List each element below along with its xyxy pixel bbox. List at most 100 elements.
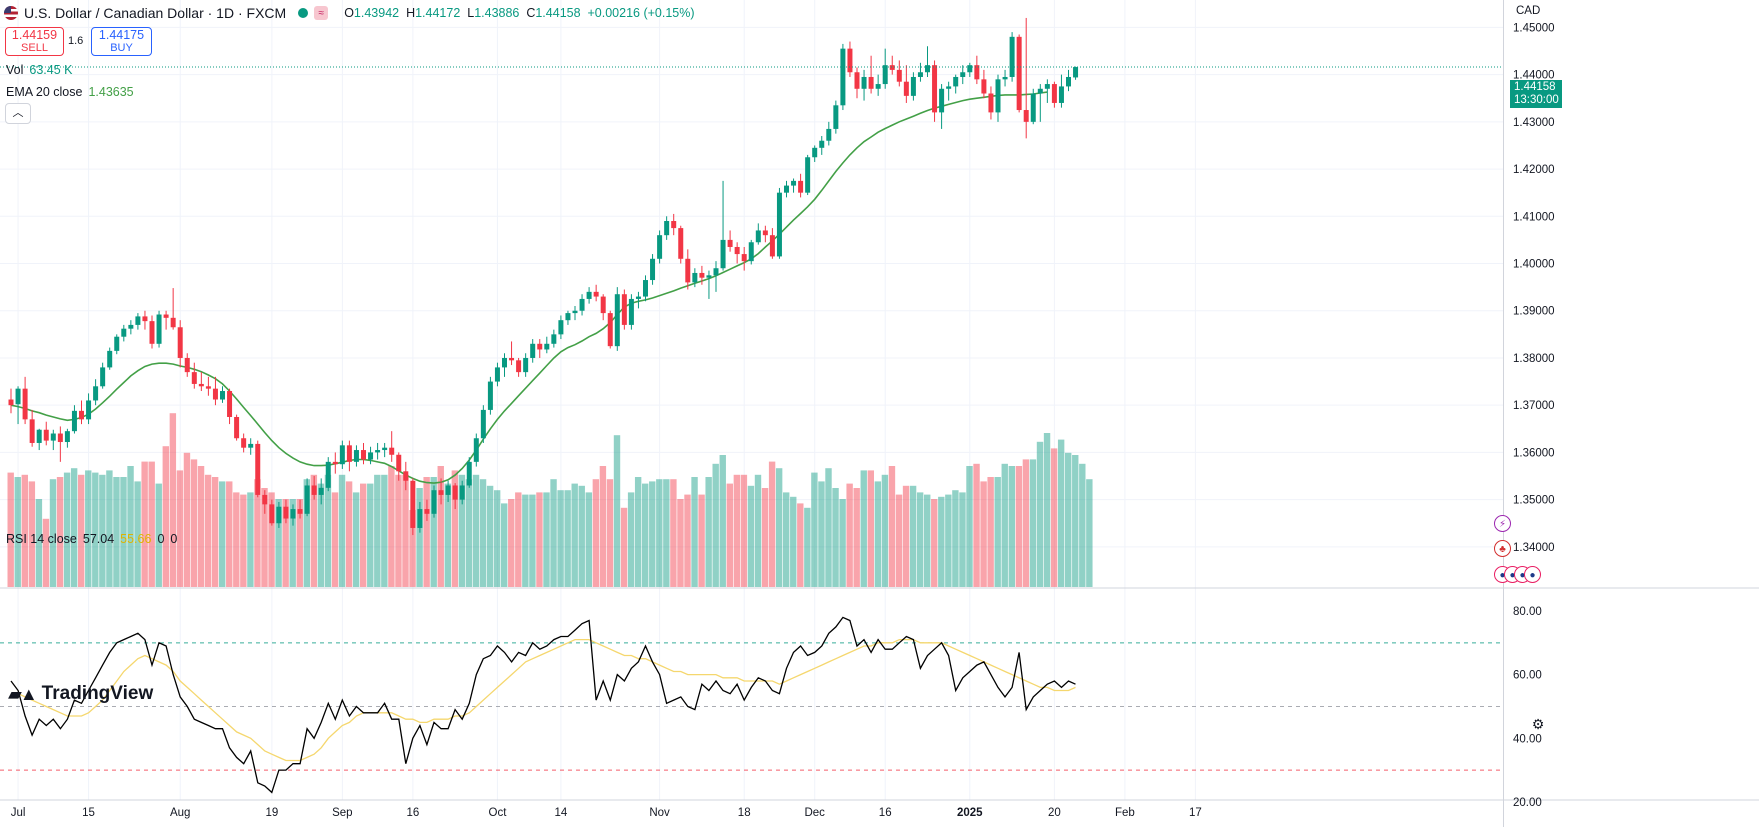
currency-selector[interactable]: CAD xyxy=(1516,5,1541,17)
volume-bar xyxy=(733,474,741,587)
tradingview-logo[interactable]: ▰▲ TradingView xyxy=(8,683,153,705)
volume-legend[interactable]: Vol 63.45 K xyxy=(6,63,72,77)
volume-bar xyxy=(120,477,127,587)
candle xyxy=(586,287,592,304)
volume-bar xyxy=(430,477,437,587)
candle-body xyxy=(847,48,853,73)
lightning-event-icon[interactable]: ⚡ xyxy=(1494,515,1511,532)
candle-body xyxy=(558,320,564,335)
candle-body xyxy=(438,490,444,495)
candle-body xyxy=(332,461,338,465)
volume-bar xyxy=(388,466,395,587)
chevron-up-icon: ︿ xyxy=(12,107,24,119)
candle-body xyxy=(840,48,846,106)
time-tick-label: 18 xyxy=(738,807,751,819)
candle xyxy=(311,476,317,500)
volume-bar xyxy=(310,474,318,587)
volume-bar xyxy=(613,435,621,587)
rsi-extra-1: 0 xyxy=(157,532,165,546)
us-event-icon-4[interactable]: ● xyxy=(1524,566,1541,583)
volume-bar xyxy=(536,492,543,587)
candle xyxy=(558,315,564,340)
buy-price: 1.44175 xyxy=(98,28,145,42)
candle-body xyxy=(290,509,296,519)
canada-flag-icon[interactable]: ♣ xyxy=(1494,540,1511,557)
candle-body xyxy=(1009,36,1015,77)
candle-body xyxy=(64,431,70,443)
candle-body xyxy=(502,357,507,368)
volume-bar xyxy=(92,472,99,587)
volume-bar xyxy=(254,479,261,587)
candle xyxy=(826,121,832,146)
candle xyxy=(776,187,782,259)
volume-bar xyxy=(219,481,226,587)
volume-bar xyxy=(867,470,874,587)
volume-bar xyxy=(63,472,71,587)
volume-bar xyxy=(1072,455,1079,587)
volume-bar xyxy=(1015,466,1023,587)
candle xyxy=(79,400,84,425)
data-status-icon[interactable]: ≈ xyxy=(314,6,329,20)
volume-bar xyxy=(909,485,917,587)
buy-button[interactable]: 1.44175 BUY xyxy=(91,27,152,56)
candle-body xyxy=(607,313,613,347)
candle xyxy=(812,145,818,162)
candle-body xyxy=(741,254,747,262)
candle xyxy=(932,60,938,122)
volume-bar xyxy=(331,492,339,587)
candle xyxy=(502,353,507,377)
candle-body xyxy=(593,291,599,297)
candle-body xyxy=(868,76,874,89)
candle-body xyxy=(784,185,789,193)
time-tick-label: Oct xyxy=(489,807,508,819)
collapse-legend-button[interactable]: ︿ xyxy=(5,103,31,124)
brand-name: TradingView xyxy=(41,683,154,704)
candle xyxy=(339,440,345,469)
candle xyxy=(727,230,733,252)
candle-body xyxy=(1016,36,1022,111)
volume-bar xyxy=(677,499,684,587)
last-price: 1.44158 xyxy=(1514,81,1556,93)
candle xyxy=(1030,88,1036,125)
candle xyxy=(473,433,479,467)
candle-body xyxy=(36,429,42,443)
volume-bars xyxy=(7,413,1093,587)
candle xyxy=(946,81,952,101)
candle xyxy=(706,270,712,299)
candle xyxy=(628,294,634,330)
candle xyxy=(459,480,465,505)
candle xyxy=(854,67,860,99)
candlesticks xyxy=(0,17,1503,536)
ema-legend[interactable]: EMA 20 close 1.43635 xyxy=(6,85,134,99)
candle-body xyxy=(889,65,895,70)
rsi-tick-label: 60.00 xyxy=(1513,670,1542,682)
time-tick-label: 16 xyxy=(406,807,419,819)
candle xyxy=(917,62,923,82)
candle-body xyxy=(699,272,705,278)
volume-bar xyxy=(705,477,712,587)
volume-bar xyxy=(550,479,557,587)
candle xyxy=(953,74,959,94)
symbol-legend[interactable]: U.S. Dollar / Canadian Dollar · 1D · FXC… xyxy=(4,5,695,21)
gear-icon[interactable]: ⚙ xyxy=(1531,716,1545,732)
candle-body xyxy=(262,494,268,505)
us-flag-icon xyxy=(4,6,18,20)
volume-bar xyxy=(402,474,409,587)
candle-body xyxy=(71,410,77,432)
candle-body xyxy=(184,357,190,373)
volume-bar xyxy=(409,510,416,587)
rsi-legend[interactable]: RSI 14 close 57.04 55.66 0 0 xyxy=(6,532,177,546)
candle xyxy=(925,46,930,77)
volume-bar xyxy=(106,470,113,587)
candle-body xyxy=(389,447,395,455)
volume-bar xyxy=(747,485,755,587)
sell-button[interactable]: 1.44159 SELL xyxy=(5,27,64,56)
candle xyxy=(445,480,451,502)
candle-body xyxy=(1044,84,1050,89)
volume-bar xyxy=(472,474,480,587)
candle xyxy=(981,69,987,99)
candle xyxy=(121,324,127,342)
volume-bar xyxy=(1086,479,1093,587)
symbol-title[interactable]: U.S. Dollar / Canadian Dollar · 1D · FXC… xyxy=(24,5,287,21)
